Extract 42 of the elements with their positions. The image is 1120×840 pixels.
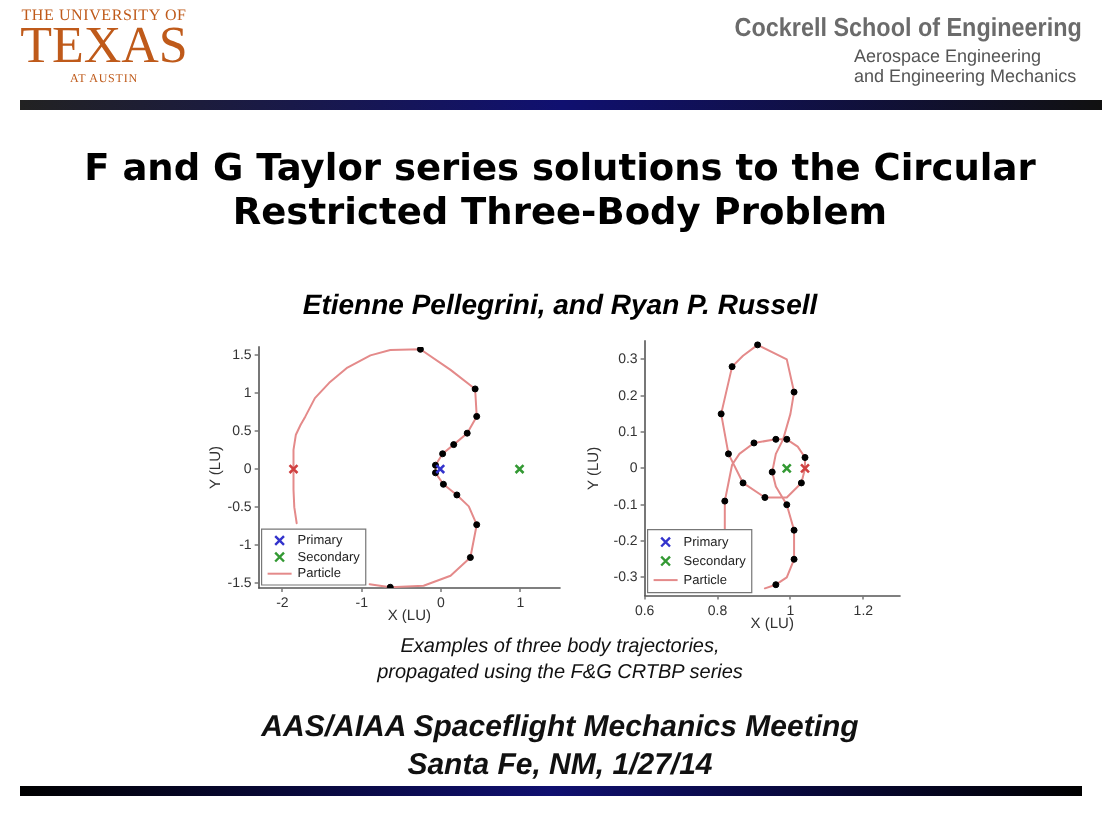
text: Santa Fe, NM, 1/27/14 bbox=[405, 748, 715, 782]
point bbox=[288, 463, 299, 475]
point bbox=[783, 435, 791, 443]
point bbox=[473, 412, 481, 420]
point bbox=[416, 347, 424, 353]
text: Aerospace Engineering bbox=[854, 46, 1042, 66]
point bbox=[750, 439, 758, 447]
text: and Engineering Mechanics bbox=[854, 66, 1077, 86]
point bbox=[754, 341, 762, 349]
point bbox=[790, 526, 798, 534]
point bbox=[453, 491, 461, 499]
point bbox=[797, 479, 805, 487]
point bbox=[434, 463, 446, 475]
point bbox=[463, 429, 471, 437]
point bbox=[790, 388, 798, 396]
point bbox=[514, 463, 525, 475]
point bbox=[439, 480, 447, 488]
point bbox=[439, 450, 447, 458]
point bbox=[790, 555, 798, 563]
point bbox=[717, 410, 725, 418]
point bbox=[772, 581, 780, 589]
point bbox=[471, 385, 479, 393]
point bbox=[781, 463, 793, 474]
point bbox=[761, 493, 769, 501]
chart-title: F and G Taylor series solutions to the Circular Restricted Three-Body Problem bbox=[82, 148, 1038, 236]
text: Cockrell School of Engineering bbox=[734, 12, 1082, 42]
point bbox=[473, 521, 481, 529]
chart-subtitle: Etienne Pellegrini, and Ryan P. Russell bbox=[300, 288, 820, 320]
point bbox=[783, 501, 791, 509]
point bbox=[768, 468, 776, 476]
text: Examples of three body trajectories, propagated using the F&G CRTBP series bbox=[375, 634, 745, 686]
point bbox=[799, 463, 811, 474]
point bbox=[724, 450, 732, 458]
text: AAS/AIAA Spaceflight Mechanics Meeting bbox=[259, 710, 861, 744]
point bbox=[801, 454, 809, 461]
text: THE UNIVERSITY OF bbox=[20, 6, 188, 24]
point bbox=[772, 435, 780, 443]
point bbox=[466, 553, 474, 561]
point bbox=[450, 441, 458, 449]
point bbox=[728, 363, 736, 371]
point bbox=[739, 479, 747, 487]
point bbox=[721, 497, 729, 505]
